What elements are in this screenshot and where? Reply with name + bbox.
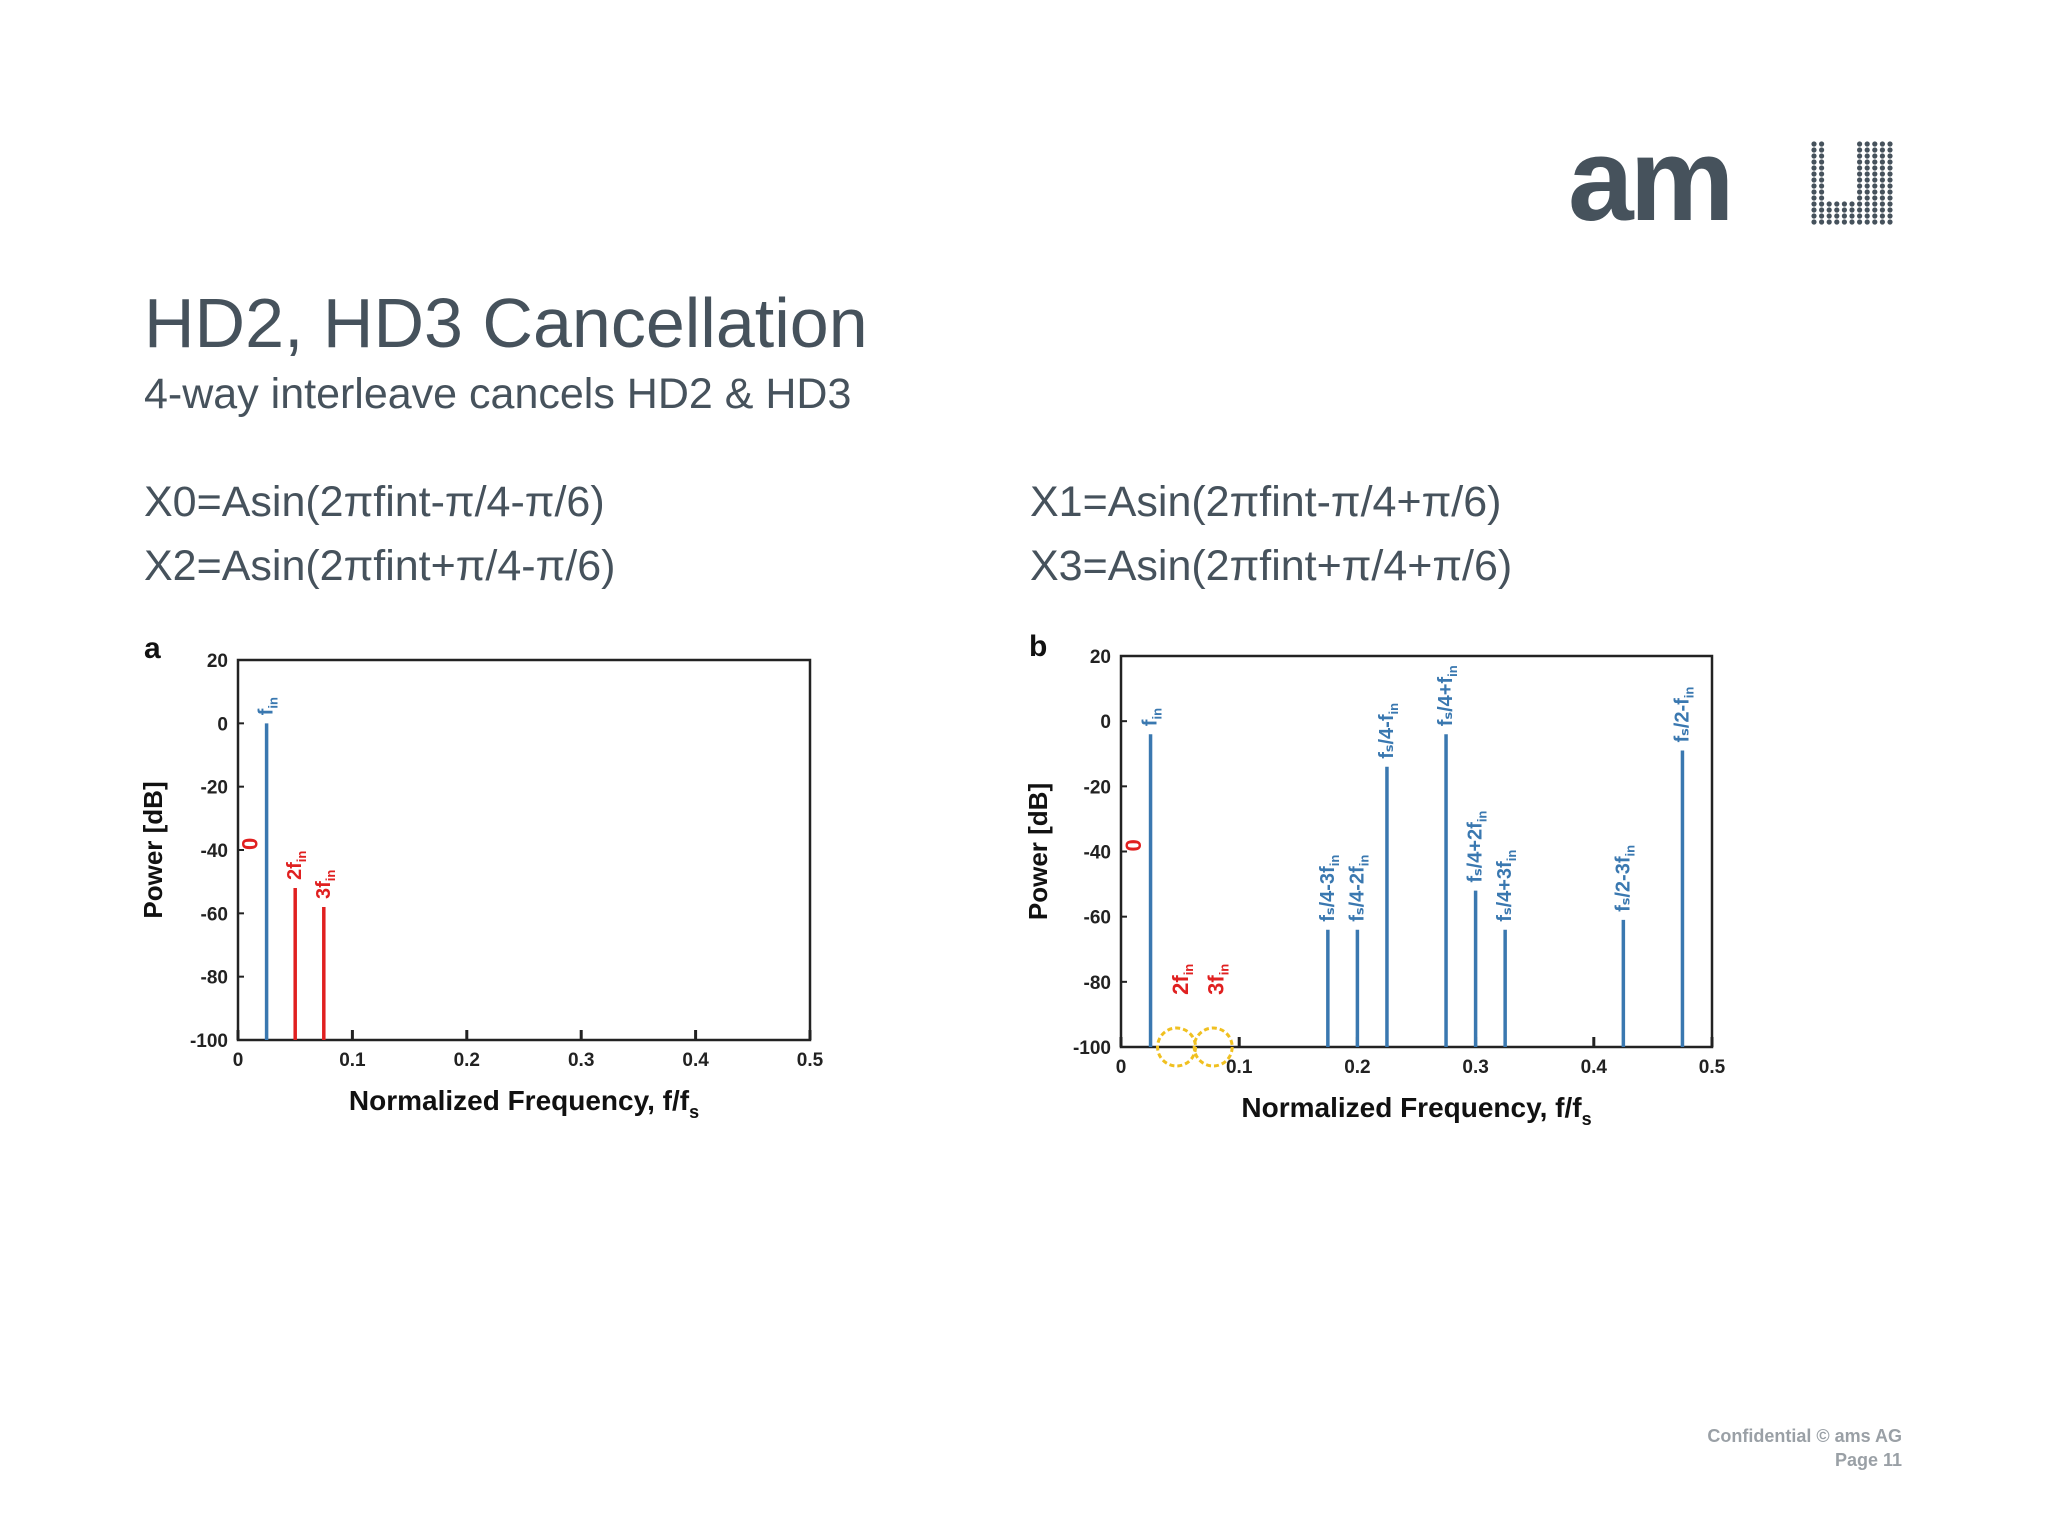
- y-tick-label: -20: [201, 778, 228, 799]
- bar-label: fₛ/4+fin: [1435, 665, 1460, 726]
- spectrum-chart-b: b 20 0 -20 -40 -60 -80 -100 0 0.1 0.2 0.3 0.4 0.5 Powe…: [1015, 628, 1755, 1138]
- panel-label: a: [144, 632, 161, 665]
- page-subtitle: 4-way interleave cancels HD2 & HD3: [144, 370, 852, 418]
- y-tick-label: -20: [1084, 777, 1111, 798]
- x-tick-label: 0.5: [797, 1050, 824, 1071]
- bar-label: fₛ/2-fin: [1671, 687, 1696, 743]
- bar-label: fₛ/4-fin: [1376, 703, 1401, 759]
- panel-label: b: [1029, 630, 1047, 663]
- formula-x2: X2=Asin(2πfint+π/4-π/6): [144, 542, 616, 590]
- y-tick-label: -80: [201, 968, 228, 989]
- x-axis-label: Normalized Frequency, f/fs: [349, 1085, 699, 1122]
- y-tick-label: -60: [201, 904, 228, 925]
- y-tick-label: -40: [1084, 843, 1111, 864]
- bar-label: 2fin: [284, 851, 309, 880]
- x-tick-label: 0.2: [1344, 1057, 1370, 1078]
- formula-x0: X0=Asin(2πfint-π/4-π/6): [144, 478, 605, 526]
- footer-confidential: Confidential © ams AG: [1707, 1426, 1902, 1446]
- x-tick-label: 0.1: [339, 1050, 366, 1071]
- y-tick-label: 20: [207, 651, 228, 672]
- y-tick-label: 0: [217, 714, 228, 735]
- y-axis-label: Power [dB]: [138, 781, 168, 918]
- footer-page-number: Page 11: [1834, 1450, 1902, 1470]
- bar-label: fₛ/4-3fin: [1317, 855, 1342, 922]
- bar-label: fₛ/4+2fin: [1465, 811, 1490, 883]
- x-tick-label: 0.3: [568, 1050, 594, 1071]
- ams-logo-dot-matrix-icon: [1811, 141, 1893, 225]
- annotation-label: 2fin: [1168, 964, 1196, 995]
- x-tick-label: 0.2: [454, 1050, 480, 1071]
- x-axis-label: Normalized Frequency, f/fs: [1241, 1092, 1591, 1129]
- annotation-label: 0: [237, 838, 262, 850]
- x-tick-label: 0.4: [682, 1050, 709, 1071]
- y-tick-label: -100: [190, 1031, 228, 1052]
- annotation-label: 0: [1121, 839, 1146, 851]
- formula-x3: X3=Asin(2πfint+π/4+π/6): [1030, 542, 1513, 590]
- y-tick-label: -80: [1084, 973, 1111, 994]
- y-tick-label: -40: [201, 841, 228, 862]
- x-tick-label: 0.1: [1226, 1057, 1253, 1078]
- x-tick-label: 0.4: [1581, 1057, 1608, 1078]
- page-title: HD2, HD3 Cancellation: [144, 284, 868, 362]
- annotation-label: 3fin: [1204, 964, 1232, 995]
- ams-logo: am: [1568, 114, 1908, 246]
- y-axis-label: Power [dB]: [1023, 783, 1053, 920]
- formula-x1: X1=Asin(2πfint-π/4+π/6): [1030, 478, 1502, 526]
- y-tick-label: 0: [1100, 712, 1111, 733]
- bar-label: fₛ/4-2fin: [1346, 855, 1371, 922]
- highlight-circle: [1192, 1026, 1234, 1068]
- bar-label: fₛ/4+3fin: [1494, 850, 1519, 922]
- y-tick-label: 20: [1090, 647, 1111, 668]
- spectrum-chart-a: a 20 0 -20 -40 -60 -80 -100 0 0.1 0.2 0.3 0.4 0.5 Powe…: [130, 630, 850, 1130]
- x-tick-label: 0: [233, 1050, 244, 1071]
- logo-text: am: [1568, 130, 1731, 240]
- bar-label: 3fin: [313, 870, 338, 899]
- x-tick-label: 0.5: [1699, 1057, 1726, 1078]
- x-tick-label: 0: [1116, 1057, 1127, 1078]
- bar-label: fin: [256, 697, 281, 715]
- bar-label: fₛ/2-3fin: [1612, 845, 1637, 912]
- y-tick-label: -100: [1073, 1038, 1111, 1059]
- y-tick-label: -60: [1084, 908, 1111, 929]
- x-tick-label: 0.3: [1462, 1057, 1488, 1078]
- bar-label: fin: [1140, 708, 1165, 726]
